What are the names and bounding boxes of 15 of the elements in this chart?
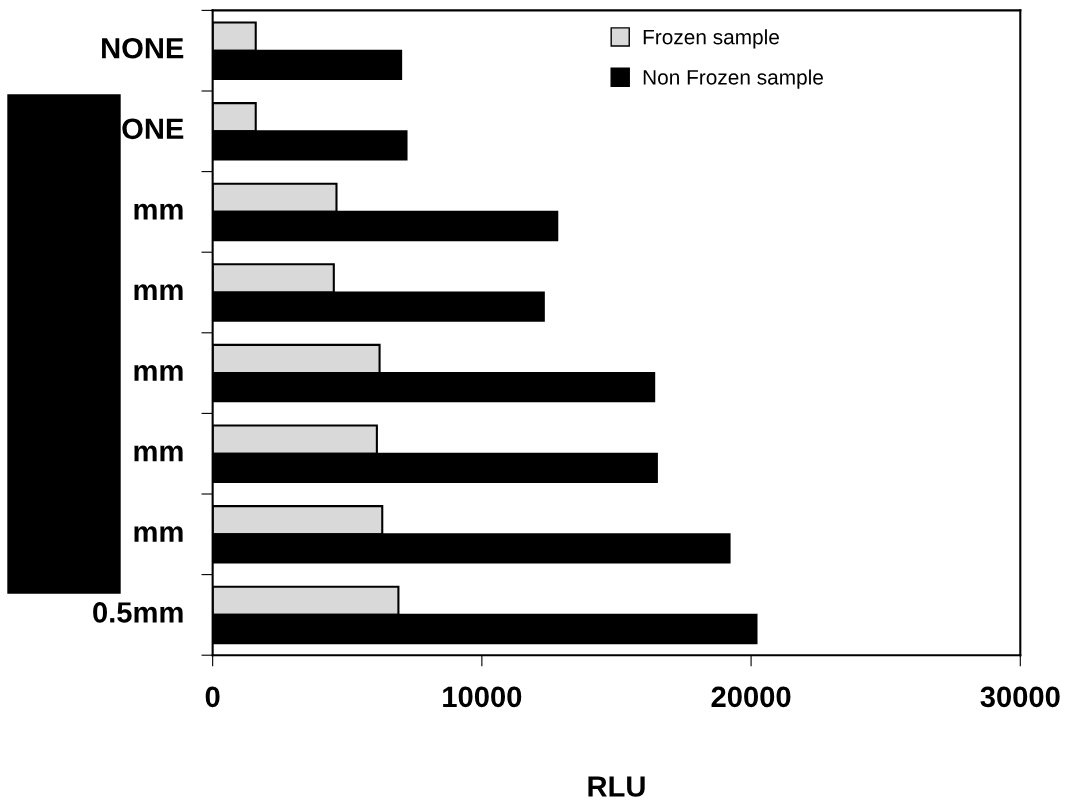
y-tick-label: mm	[134, 284, 183, 301]
legend-label: Frozen sample	[643, 29, 779, 49]
x-axis-title: RLU	[588, 776, 645, 797]
x-tick-label: 0	[205, 686, 220, 708]
y-tick-label: 0.5mm	[93, 602, 183, 623]
legend-label: Non Frozen sample	[643, 69, 823, 89]
x-tick-label: 20000	[711, 686, 791, 708]
y-tick-label: mm	[134, 526, 183, 542]
y-tick-label: ONE	[122, 118, 184, 140]
x-tick-label: 10000	[443, 686, 522, 708]
y-tick-label: mm	[134, 364, 183, 381]
y-tick-label: NONE	[102, 37, 184, 59]
y-tick-label: mm	[134, 203, 183, 220]
x-tick-label: 30000	[980, 686, 1060, 708]
y-tick-label: mm	[134, 445, 183, 462]
